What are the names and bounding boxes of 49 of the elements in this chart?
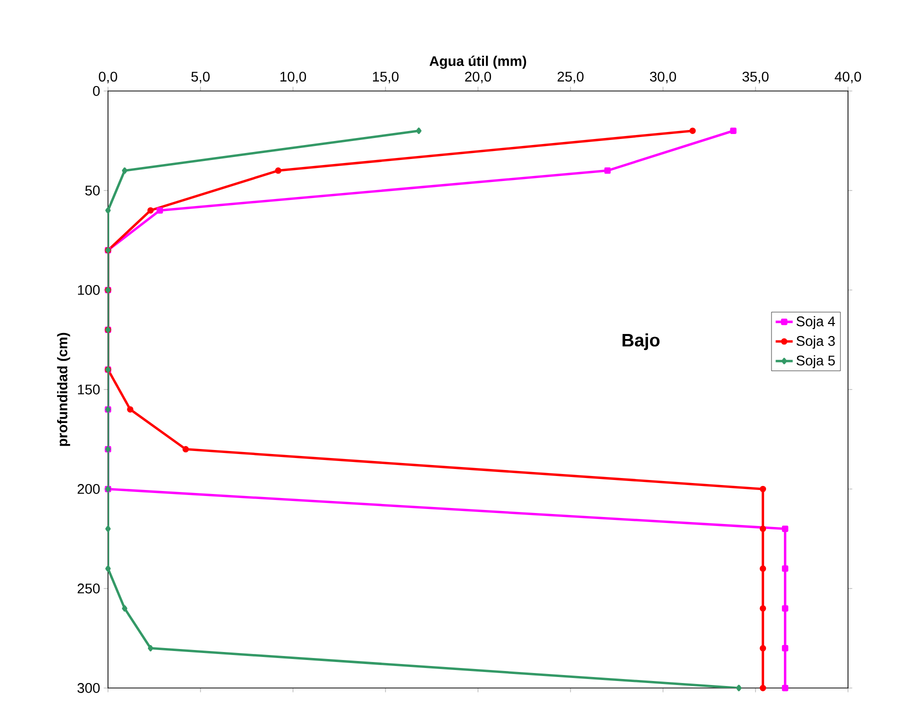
point [416,128,422,134]
point [736,684,742,692]
y-tick-label: 200 [78,484,100,494]
y-tick-label: 150 [78,384,100,394]
point [122,167,128,174]
y-tick-label: 300 [77,683,100,693]
x-axis-title: Agua útil (mm) [430,56,526,69]
point [689,128,696,134]
point [782,684,788,692]
point [760,486,766,492]
point [760,565,766,572]
annotation: Bajo [622,333,660,350]
point [782,565,788,572]
point [147,207,154,214]
x-tick-label: 25,0 [558,72,584,84]
y-tick-label: 0 [93,86,100,96]
x-tick-label: 5,0 [191,72,210,84]
point [105,526,111,532]
point [782,605,788,612]
y-tick-label: 250 [78,584,100,594]
point [760,684,766,692]
point [760,526,766,532]
y-axis-title: profundidad (cm) [57,332,70,446]
point [275,167,282,174]
legend-label: Soja 3 [796,336,835,349]
x-tick-label: 0,0 [98,72,118,84]
x-tick-label: 20,0 [465,72,492,84]
y-tick-label: 50 [85,186,100,196]
point [782,526,788,532]
point [730,128,736,134]
point [182,446,189,452]
point [122,605,128,612]
x-tick-label: 10,0 [280,72,306,84]
point [156,207,163,214]
legend-label: Soja 4 [796,316,835,330]
y-tick-label: 100 [78,285,100,295]
point [105,207,111,214]
x-tick-label: 40,0 [834,72,862,84]
point [148,645,154,652]
x-tick-label: 15,0 [372,72,399,84]
point [105,565,111,572]
point [604,167,611,174]
point [760,605,766,612]
point [760,645,766,652]
x-tick-label: 35,0 [742,72,769,84]
point [127,406,134,413]
legend-label: Soja 5 [796,355,835,368]
point [782,645,788,652]
x-tick-label: 30,0 [650,72,676,84]
